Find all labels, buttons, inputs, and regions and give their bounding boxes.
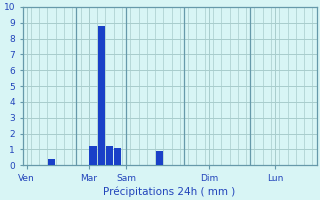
Bar (106, 146, 113, 165)
Bar (48, 159, 55, 165)
Bar (114, 148, 121, 165)
Bar (156, 151, 163, 165)
Bar (98, 26, 105, 165)
Bar (90, 146, 97, 165)
X-axis label: Précipitations 24h ( mm ): Précipitations 24h ( mm ) (103, 186, 236, 197)
